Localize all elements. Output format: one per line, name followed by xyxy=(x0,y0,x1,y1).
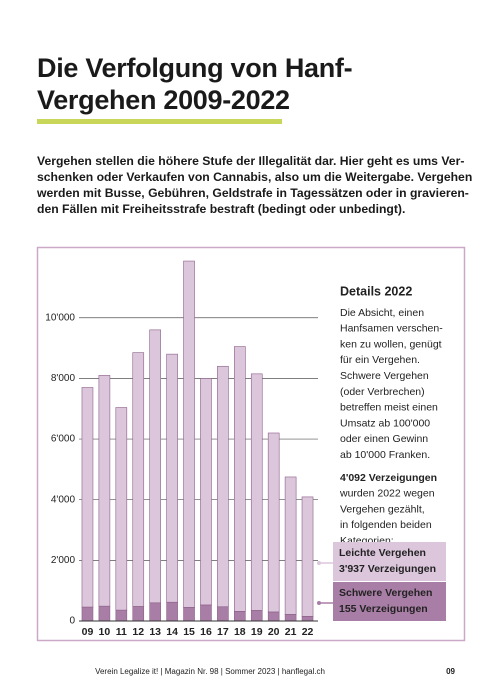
sidebar-line: oder einen Gewinn xyxy=(340,433,428,445)
bar-segment xyxy=(217,606,229,622)
x-tick-label: 22 xyxy=(302,626,314,638)
sidebar-line: Hanfsamen verschen- xyxy=(340,323,443,335)
y-tick-label: 4'000 xyxy=(51,494,76,505)
x-tick-label: 14 xyxy=(166,626,178,638)
sidebar-line: für ein Vergehen. xyxy=(340,354,420,366)
footer-text: Verein Legalize it! | Magazin Nr. 98 | S… xyxy=(95,667,325,676)
bar-segment xyxy=(234,610,246,622)
title: Die Verfolgung von Hanf- Vergehen 2009-2… xyxy=(37,52,353,116)
bar-segment xyxy=(284,614,297,622)
sidebar-line: ken zu wollen, genügt xyxy=(340,338,442,350)
legend-note: 155 Verzeigungen xyxy=(339,603,428,615)
sidebar-line: Schwere Vergehen xyxy=(340,370,429,382)
bar-segment xyxy=(98,375,111,607)
legend-label: Leichte Vergehen xyxy=(339,547,426,559)
legend-box xyxy=(333,582,446,621)
bar-segment xyxy=(81,387,94,608)
legend-label: Schwere Vergehen xyxy=(339,587,432,599)
bar-segment xyxy=(183,607,195,622)
bar-segment xyxy=(115,609,128,622)
sidebar-line: (oder Verbrechen) xyxy=(340,386,425,398)
x-tick-label: 13 xyxy=(149,626,161,638)
x-tick-label: 12 xyxy=(132,626,144,638)
bar-segment xyxy=(250,610,263,622)
bar-segment xyxy=(301,615,314,622)
y-tick-label: 8'000 xyxy=(51,373,76,384)
sidebar-line: Vergehen gezählt, xyxy=(340,503,425,515)
x-tick-label: 18 xyxy=(234,626,246,638)
lead-line: werden mit Busse, Gebühren, Geldstrafe i… xyxy=(37,186,469,200)
x-tick-label: 10 xyxy=(99,626,111,638)
page-number: 09 xyxy=(446,667,455,676)
bar-segment xyxy=(166,601,178,622)
sidebar-line: Umsatz ab 100'000 xyxy=(340,417,430,429)
bar-segment xyxy=(98,605,111,622)
sidebar-line: Die Absicht, einen xyxy=(340,307,424,319)
bar-segment xyxy=(267,432,280,613)
bar-segment xyxy=(115,407,128,611)
bar-segment xyxy=(234,346,246,612)
bar-segment xyxy=(267,611,280,622)
bar-segment xyxy=(81,606,94,622)
x-tick-label: 21 xyxy=(285,626,297,638)
legend-note: 3'937 Verzeigungen xyxy=(339,563,436,575)
sidebar-line: wurden 2022 wegen xyxy=(339,488,435,500)
bar-segment xyxy=(301,496,314,617)
bar-segment xyxy=(183,260,195,608)
title-line: Vergehen 2009-2022 xyxy=(37,85,290,115)
bar-segment xyxy=(149,602,161,622)
lead: Vergehen stellen die höhere Stufe der Il… xyxy=(37,153,472,217)
sidebar-heading: Details 2022 xyxy=(340,284,412,298)
title-line: Die Verfolgung von Hanf- xyxy=(37,53,353,83)
lead-line: den Fällen mit Freiheitsstrafe bestraft … xyxy=(37,202,406,216)
bar-segment xyxy=(250,373,263,611)
bar-segment xyxy=(200,378,212,606)
x-tick-label: 17 xyxy=(217,626,229,638)
sidebar-line: ab 10'000 Franken. xyxy=(340,449,430,461)
y-tick-label: 10'000 xyxy=(45,312,75,323)
legend-box xyxy=(333,542,446,581)
x-tick-label: 19 xyxy=(251,626,263,638)
x-tick-label: 15 xyxy=(183,626,195,638)
bar-segment xyxy=(217,365,229,608)
bar-segment xyxy=(284,476,297,615)
sidebar-summary-bold: 4'092 Verzeigungen xyxy=(340,472,437,484)
x-tick-label: 20 xyxy=(268,626,280,638)
x-tick-label: 09 xyxy=(82,626,94,638)
bar-segment xyxy=(132,352,145,607)
y-tick-label: 0 xyxy=(69,616,75,627)
lead-line: schenken oder Verkaufen von Cannabis, al… xyxy=(37,170,473,184)
bar-segment xyxy=(132,606,145,622)
legend-dot xyxy=(317,561,321,565)
bar-segment xyxy=(200,604,212,622)
title-underline xyxy=(37,119,282,124)
sidebar-line: in folgenden beiden xyxy=(340,519,432,531)
bar-segment xyxy=(149,329,161,604)
bar-segment xyxy=(166,353,178,603)
x-tick-label: 11 xyxy=(116,626,127,638)
lead-line: Vergehen stellen die höhere Stufe der Il… xyxy=(37,154,465,168)
chart-frame xyxy=(36,246,466,642)
y-tick-label: 6'000 xyxy=(51,434,76,445)
x-tick-label: 16 xyxy=(200,626,212,638)
legend-dot xyxy=(317,601,321,605)
sidebar-line: betreffen meist einen xyxy=(340,402,438,414)
y-tick-label: 2'000 xyxy=(51,555,76,566)
